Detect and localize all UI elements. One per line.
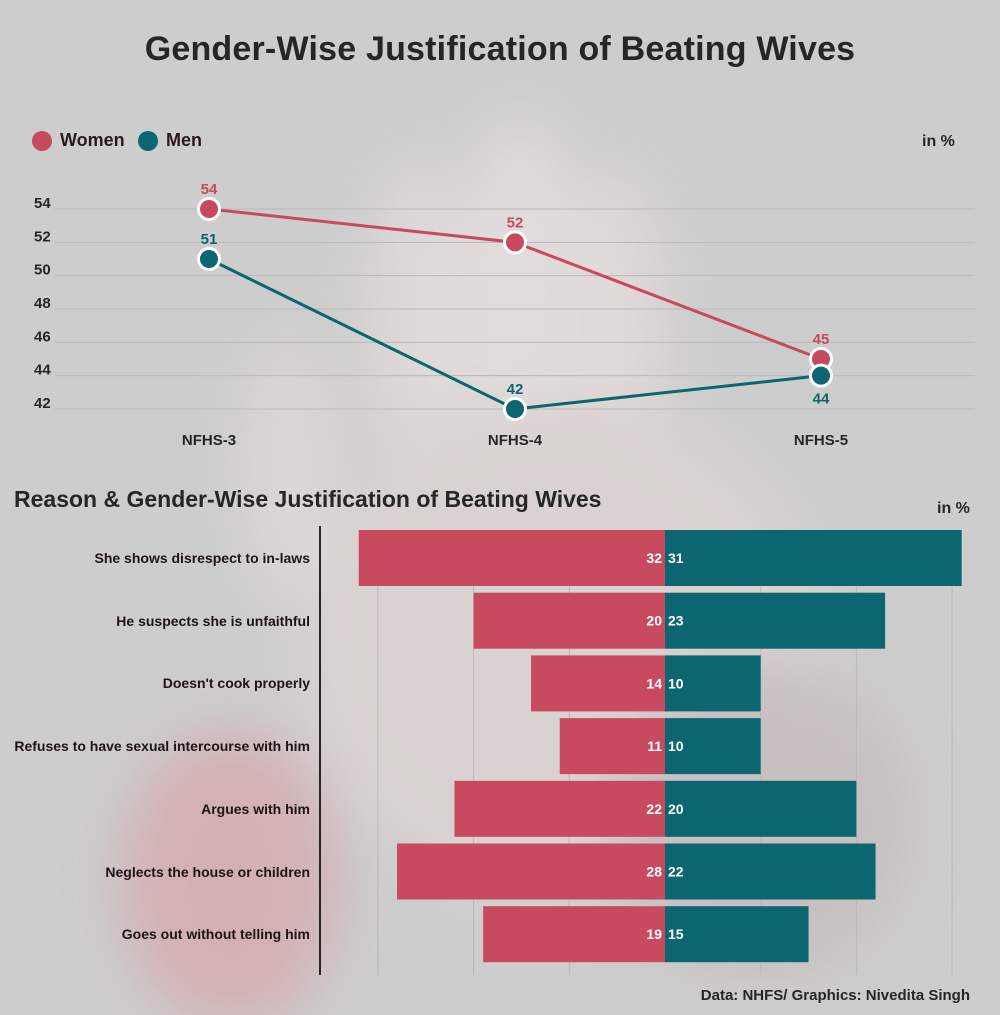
bar-value-women: 28 xyxy=(646,864,662,880)
bar-men xyxy=(665,780,857,837)
y-tick-label: 42 xyxy=(34,395,51,412)
bar-value-men: 20 xyxy=(668,801,684,817)
bar-men xyxy=(665,530,962,586)
legend-label-men: Men xyxy=(166,130,202,150)
chart-title: Gender-Wise Justification of Beating Wiv… xyxy=(144,30,856,68)
legend-swatch-men xyxy=(138,130,158,151)
bar-women xyxy=(531,655,665,712)
category-label: Goes out without telling him xyxy=(121,926,310,943)
y-tick-label: 52 xyxy=(34,228,51,245)
data-point-women xyxy=(197,197,221,221)
line-chart-unit: in % xyxy=(922,133,955,150)
bar-women xyxy=(397,843,665,900)
data-label-women: 45 xyxy=(813,331,830,348)
bar-men xyxy=(665,592,886,649)
bar-value-men: 22 xyxy=(668,864,684,880)
legend-item-men: Men xyxy=(138,130,202,151)
data-label-women: 52 xyxy=(507,214,524,231)
bar-value-men: 23 xyxy=(668,613,684,629)
bar-women xyxy=(473,592,665,649)
bar-value-women: 19 xyxy=(646,926,662,942)
data-point-women xyxy=(503,230,527,255)
legend-swatch-women xyxy=(32,130,52,151)
category-label: Neglects the house or children xyxy=(105,863,310,880)
category-label: Refuses to have sexual intercourse with … xyxy=(14,738,310,755)
category-label: She shows disrespect to in-laws xyxy=(94,550,310,566)
bar-women xyxy=(358,530,665,586)
category-label: Doesn't cook properly xyxy=(162,675,310,692)
bar-value-women: 11 xyxy=(647,738,662,754)
bar-men xyxy=(665,906,809,963)
data-point-men xyxy=(809,363,833,388)
data-label-men: 44 xyxy=(813,391,830,408)
bar-value-women: 22 xyxy=(646,801,662,817)
data-label-women: 54 xyxy=(201,181,218,198)
y-tick-label: 46 xyxy=(34,328,51,345)
line-chart: 54 52 50 48 46 44 42 NFHS-3 NFHS-4 NFHS-5 54 52 45 51… xyxy=(34,181,975,449)
legend-label-women: Women xyxy=(60,130,125,150)
bar-women xyxy=(454,780,665,837)
bar-men xyxy=(665,655,761,712)
category-label: He suspects she is unfaithful xyxy=(116,612,310,629)
y-tick-label: 48 xyxy=(34,295,51,312)
bar-chart-title: Reason & Gender-Wise Justification of Be… xyxy=(14,486,602,512)
bar-women xyxy=(483,906,665,963)
data-point-men xyxy=(503,397,527,421)
y-tick-label: 44 xyxy=(34,362,51,379)
data-label-men: 42 xyxy=(507,381,524,398)
bar-value-men: 15 xyxy=(668,926,684,942)
x-tick-label: NFHS-5 xyxy=(794,432,848,449)
bar-men xyxy=(665,843,876,900)
bar-women xyxy=(559,718,665,775)
y-tick-label: 54 xyxy=(34,195,51,212)
legend-item-women: Women xyxy=(32,130,125,151)
bar-chart: 32 31 20 23 14 10 11 10 22 20 28 22 19 15 xyxy=(319,526,962,975)
bar-value-men: 31 xyxy=(668,550,684,566)
bar-value-men: 10 xyxy=(668,675,684,691)
bar-value-women: 32 xyxy=(646,550,662,566)
bar-value-women: 14 xyxy=(646,675,662,691)
source-credit: Data: NHFS/ Graphics: Nivedita Singh xyxy=(700,987,970,1004)
data-point-men xyxy=(197,247,221,271)
bar-chart-unit: in % xyxy=(937,500,970,517)
bar-value-women: 20 xyxy=(646,613,662,629)
bar-value-men: 10 xyxy=(668,738,684,754)
data-label-men: 51 xyxy=(201,231,218,248)
y-tick-label: 50 xyxy=(34,262,51,279)
category-label: Argues with him xyxy=(201,800,310,817)
bar-men xyxy=(665,718,761,775)
x-tick-label: NFHS-3 xyxy=(182,432,236,449)
x-tick-label: NFHS-4 xyxy=(488,432,543,449)
